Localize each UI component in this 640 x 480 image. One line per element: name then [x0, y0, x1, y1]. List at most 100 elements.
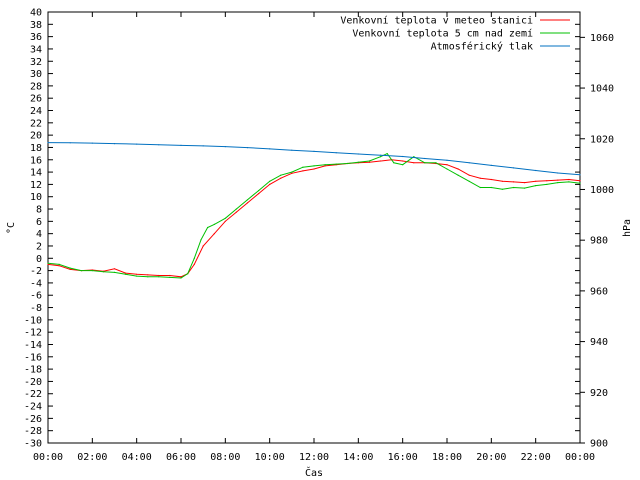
data-point: [91, 142, 93, 144]
data-point: [136, 143, 138, 145]
x-tick-label: 14:00: [343, 452, 373, 463]
data-point: [568, 178, 570, 181]
data-point: [501, 188, 503, 190]
data-point: [446, 159, 448, 161]
data-point: [457, 168, 459, 170]
data-point: [158, 274, 160, 277]
data-point: [393, 162, 395, 164]
x-tick-label: 10:00: [255, 452, 285, 463]
data-point: [557, 182, 559, 184]
data-point: [246, 147, 249, 149]
data-point: [346, 162, 348, 165]
y-tick-label: -28: [24, 426, 42, 437]
series-layer: [47, 142, 581, 279]
data-point: [424, 157, 426, 160]
data-point: [69, 142, 71, 144]
data-point: [58, 263, 60, 265]
data-point: [125, 272, 127, 274]
y-tick-label: -14: [24, 340, 42, 351]
y2-tick-label: 960: [590, 286, 608, 297]
data-point: [169, 274, 171, 277]
data-point: [413, 162, 415, 164]
y-tick-label: -30: [24, 439, 42, 450]
y-tick-label: 16: [30, 155, 42, 166]
data-point: [47, 142, 49, 144]
data-point: [512, 167, 515, 169]
x-tick-label: 04:00: [122, 452, 152, 463]
data-point: [535, 169, 537, 172]
data-point: [579, 180, 581, 182]
legend: Venkovní teplota v meteo staniciVenkovní…: [340, 15, 570, 53]
y-tick-label: 38: [30, 20, 42, 31]
data-point: [246, 202, 249, 204]
data-point: [546, 183, 548, 185]
series-line-2: [47, 142, 581, 176]
data-point: [246, 199, 249, 201]
data-point: [235, 211, 237, 213]
data-point: [147, 274, 149, 276]
data-point: [557, 179, 559, 181]
data-point: [302, 166, 304, 168]
data-point: [158, 276, 160, 278]
y-tick-label: 4: [36, 229, 42, 240]
data-point: [368, 161, 370, 163]
x-tick-label: 08:00: [210, 452, 240, 463]
data-point: [379, 156, 382, 158]
data-point: [207, 226, 209, 229]
data-point: [269, 180, 271, 182]
y2-tick-label: 940: [590, 337, 608, 348]
y-tick-label: 30: [30, 69, 42, 80]
data-point: [200, 239, 202, 241]
data-point: [169, 276, 171, 278]
data-point: [535, 180, 537, 182]
data-point: [479, 186, 481, 189]
data-point: [386, 153, 388, 155]
data-point: [180, 276, 182, 278]
data-point: [47, 262, 49, 264]
data-point: [490, 186, 492, 189]
y2-tick-label: 1020: [590, 134, 614, 145]
data-point: [468, 162, 470, 164]
y-tick-label: 32: [30, 57, 42, 68]
data-point: [224, 217, 226, 219]
plot-frame: [47, 11, 581, 444]
y-tick-label: -4: [30, 278, 42, 289]
y-tick-label: 0: [36, 254, 42, 265]
data-point: [113, 143, 116, 145]
data-point: [490, 178, 492, 181]
y-tick-label: -22: [24, 389, 42, 400]
data-point: [187, 273, 189, 275]
x-tick-label: 12:00: [299, 452, 329, 463]
data-point: [58, 265, 60, 267]
data-point: [357, 153, 359, 155]
y-tick-label: 2: [36, 241, 42, 252]
data-point: [213, 233, 215, 235]
y2-tick-label: 1000: [590, 185, 614, 196]
data-point: [113, 268, 116, 270]
data-point: [147, 276, 149, 278]
data-point: [235, 208, 237, 210]
data-point: [435, 162, 437, 164]
x-tick-label: 22:00: [521, 452, 551, 463]
y-tick-label: -20: [24, 377, 42, 388]
y-tick-label: -12: [24, 328, 42, 339]
data-point: [91, 270, 93, 272]
data-point: [402, 164, 404, 166]
data-point: [490, 164, 492, 166]
data-point: [402, 155, 404, 158]
data-point: [557, 172, 559, 174]
y-axis-title: °C: [6, 222, 17, 234]
data-point: [424, 162, 426, 164]
data-point: [80, 270, 82, 272]
data-point: [579, 174, 581, 176]
data-point: [193, 257, 195, 259]
y-tick-label: -8: [30, 303, 42, 314]
y-tick-label: -26: [24, 414, 42, 425]
data-point: [446, 164, 448, 166]
x-tick-label: 06:00: [166, 452, 196, 463]
data-point: [512, 181, 515, 183]
data-point: [324, 164, 326, 166]
y-tick-label: 34: [30, 44, 42, 55]
y-tick-label: 18: [30, 143, 42, 154]
data-point: [69, 267, 71, 269]
